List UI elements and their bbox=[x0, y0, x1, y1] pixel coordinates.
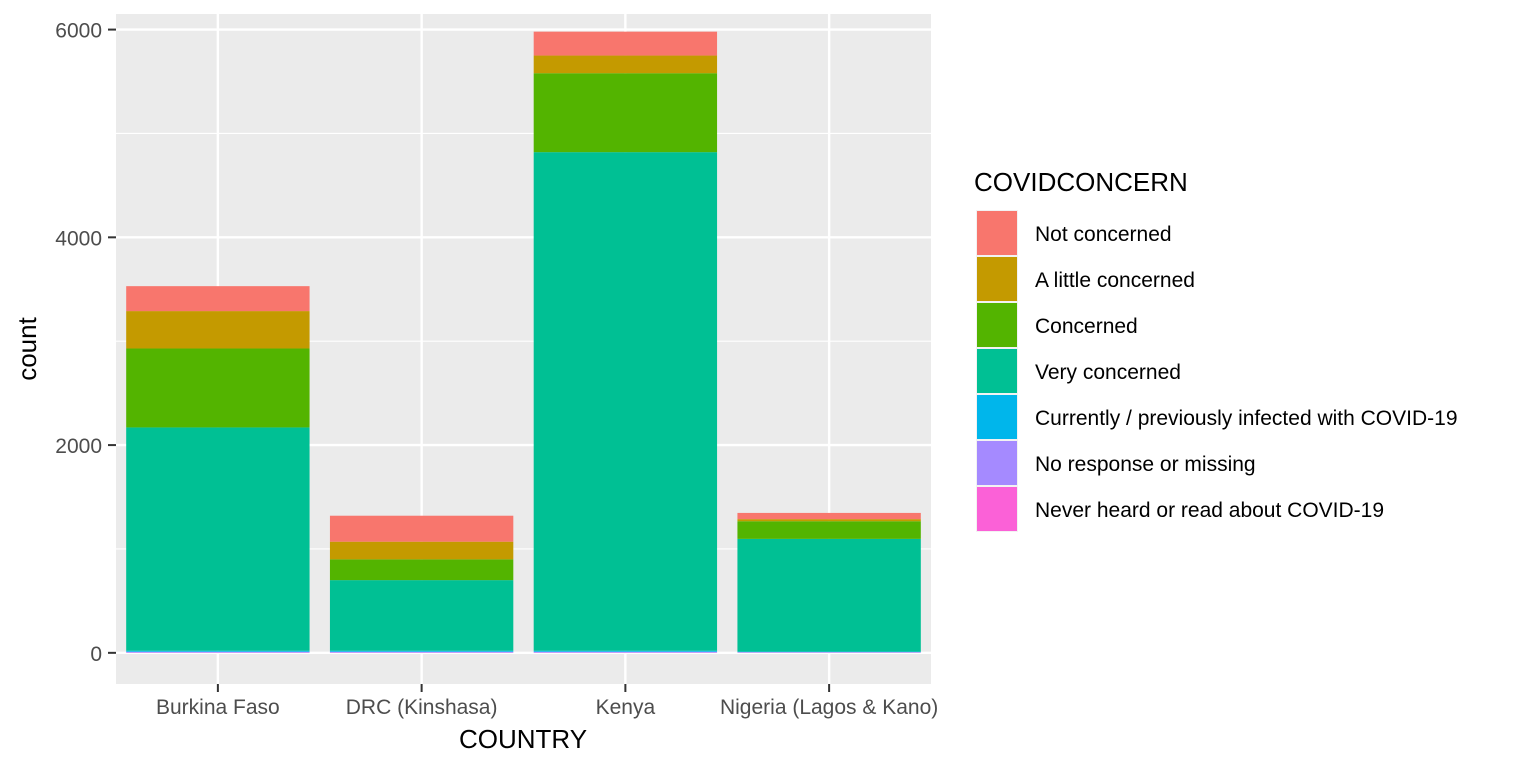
bar-segment bbox=[330, 651, 513, 652]
bar-segment bbox=[330, 580, 513, 651]
y-tick-label: 2000 bbox=[55, 435, 102, 458]
x-tick-label: Kenya bbox=[596, 696, 656, 719]
bar-segment bbox=[126, 652, 309, 653]
legend-label: No response or missing bbox=[1035, 453, 1256, 476]
legend-label: A little concerned bbox=[1035, 269, 1195, 292]
legend-label: Not concerned bbox=[1035, 223, 1172, 246]
legend-swatch bbox=[977, 487, 1017, 531]
bar-segment bbox=[126, 286, 309, 311]
legend-swatch bbox=[977, 303, 1017, 347]
legend-swatch bbox=[977, 211, 1017, 255]
bar-segment bbox=[737, 539, 920, 652]
y-tick-label: 6000 bbox=[55, 20, 102, 43]
bar-segment bbox=[737, 652, 920, 653]
bar-segment bbox=[126, 311, 309, 348]
legend-swatch bbox=[977, 349, 1017, 393]
bar-segment bbox=[737, 519, 920, 521]
bar-segment bbox=[737, 521, 920, 539]
bar-segment bbox=[126, 427, 309, 650]
bar-segment bbox=[534, 651, 717, 652]
x-tick-label: Nigeria (Lagos & Kano) bbox=[720, 696, 938, 719]
bar-segment bbox=[330, 516, 513, 542]
legend-swatch bbox=[977, 395, 1017, 439]
bar-segment bbox=[534, 32, 717, 56]
x-axis-title: COUNTRY bbox=[459, 724, 587, 754]
bar-segment bbox=[330, 559, 513, 580]
bar-segment bbox=[534, 652, 717, 653]
bar-segment bbox=[330, 652, 513, 653]
y-tick-label: 0 bbox=[90, 643, 102, 666]
bar-segment bbox=[126, 651, 309, 652]
bar-segment bbox=[534, 56, 717, 74]
bar-segment bbox=[534, 152, 717, 651]
y-tick-label: 4000 bbox=[55, 227, 102, 250]
legend-swatch bbox=[977, 257, 1017, 301]
legend: COVIDCONCERN Not concerned A little conce… bbox=[974, 167, 1458, 532]
legend-swatch bbox=[977, 441, 1017, 485]
bar-segment bbox=[534, 73, 717, 152]
legend-label: Never heard or read about COVID-19 bbox=[1035, 499, 1384, 522]
bar-segment bbox=[330, 542, 513, 560]
bar-segment bbox=[737, 513, 920, 519]
x-tick-label: DRC (Kinshasa) bbox=[346, 696, 498, 719]
bar-segment bbox=[737, 652, 920, 653]
x-tick-label: Burkina Faso bbox=[156, 696, 280, 719]
legend-label: Concerned bbox=[1035, 315, 1138, 338]
legend-label: Very concerned bbox=[1035, 361, 1181, 384]
legend-label: Currently / previously infected with COV… bbox=[1035, 407, 1458, 430]
legend-title: COVIDCONCERN bbox=[974, 167, 1188, 197]
bar-segment bbox=[126, 348, 309, 427]
y-axis-title: count bbox=[12, 316, 42, 380]
